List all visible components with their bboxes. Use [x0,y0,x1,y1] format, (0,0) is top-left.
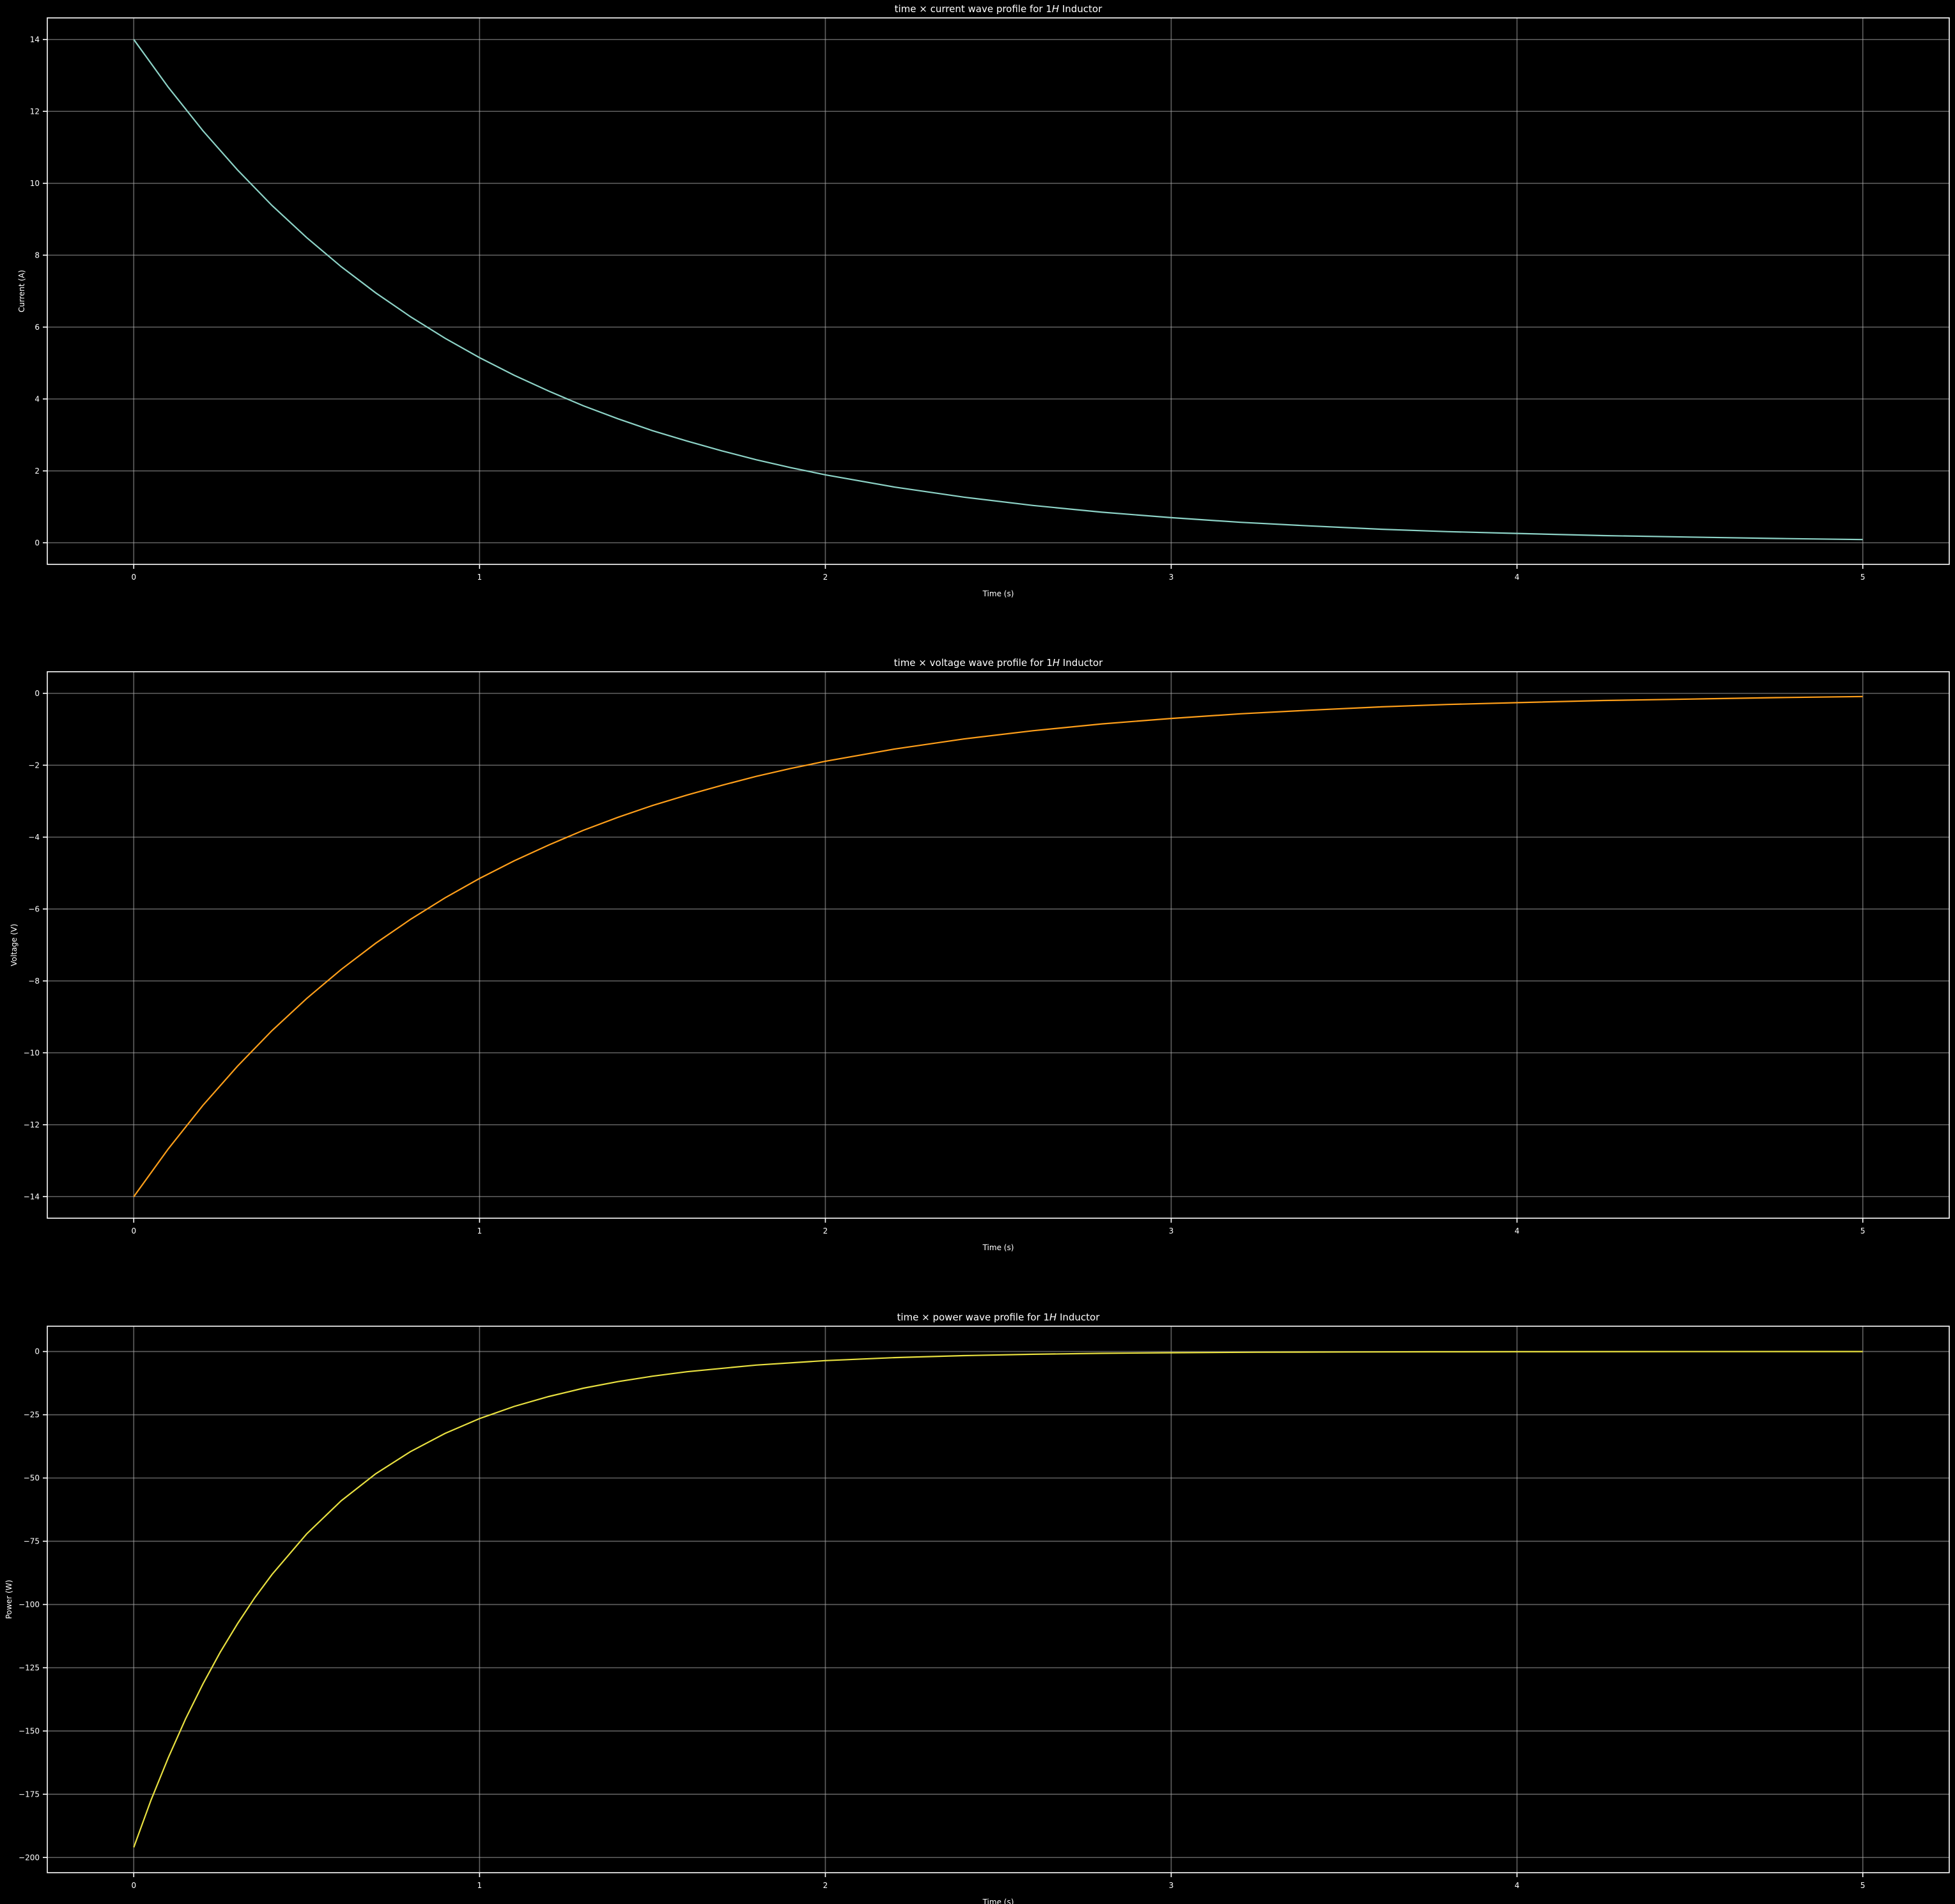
power-y-tick-label: −75 [24,1536,40,1545]
power-y-tick-label: −100 [19,1600,40,1609]
current-x-tick-label: 3 [1169,573,1174,582]
voltage-x-tick-label: 2 [823,1227,828,1235]
current-y-axis-label: Current (A) [17,270,26,312]
current-y-tick-label: 12 [30,107,40,116]
current-x-tick-label: 1 [477,573,483,582]
voltage-y-tick-label: 0 [35,689,40,698]
power-y-tick-label: −175 [19,1790,40,1799]
power-y-axis-label: Power (W) [4,1580,13,1619]
current-x-axis-label: Time (s) [982,589,1014,598]
power-y-tick-label: −25 [24,1411,40,1420]
voltage-axes-frame [47,671,1950,1219]
voltage-chart-title: time × voltage wave profile for 1H Induc… [894,657,1104,669]
current-x-tick-label: 5 [1860,573,1866,582]
voltage-y-tick-label: −12 [24,1120,40,1129]
voltage-x-tick-label: 5 [1860,1227,1866,1235]
voltage-y-tick-label: −8 [28,977,40,986]
voltage-x-tick-label: 1 [477,1227,483,1235]
power-y-tick-label: −50 [24,1474,40,1483]
power-y-tick-label: −200 [19,1853,40,1862]
current-y-tick-label: 2 [35,467,40,476]
current-y-tick-label: 14 [30,35,40,44]
voltage-y-tick-label: −2 [28,761,40,770]
voltage-x-tick-label: 4 [1515,1227,1520,1235]
power-x-axis-label: Time (s) [982,1898,1014,1904]
power-x-tick-label: 2 [823,1881,828,1890]
power-y-tick-label: 0 [35,1347,40,1356]
power-chart-title: time × power wave profile for 1H Inducto… [897,1312,1100,1323]
voltage-y-axis-label: Voltage (V) [10,924,19,966]
current-axes-frame [47,17,1950,565]
voltage-x-axis-label: Time (s) [982,1243,1014,1252]
power-y-tick-label: −125 [19,1663,40,1672]
voltage-series-line [133,695,1863,1197]
voltage-y-tick-label: −14 [24,1192,40,1201]
current-y-tick-label: 6 [35,323,40,332]
voltage-x-tick-label: 0 [131,1227,136,1235]
voltage-x-tick-label: 3 [1169,1227,1174,1235]
current-chart-title: time × current wave profile for 1H Induc… [895,3,1103,15]
voltage-chart: 0 1 2 3 4 5 0 −2 −4 −6 −8 −10 −12 −14 time × voltage w… [10,657,1950,1252]
voltage-y-tick-label: −10 [24,1048,40,1057]
current-y-tick-label: 4 [35,394,40,403]
current-y-tick-label: 0 [35,538,40,547]
voltage-y-tick-label: −4 [28,833,40,842]
voltage-y-tick-label: −6 [28,904,40,913]
power-x-tick-label: 5 [1860,1881,1866,1890]
current-x-tick-label: 0 [131,573,136,582]
current-x-tick-label: 4 [1515,573,1520,582]
current-x-tick-label: 2 [823,573,828,582]
current-y-tick-label: 10 [30,179,40,188]
power-x-tick-label: 0 [131,1881,136,1890]
power-y-tick-label: −150 [19,1726,40,1735]
power-x-tick-label: 3 [1169,1881,1174,1890]
power-x-tick-label: 1 [477,1881,483,1890]
power-x-tick-label: 4 [1515,1881,1520,1890]
power-chart: 0 1 2 3 4 5 0 −25 −50 −75 −100 −125 −150 −175 −200 time… [4,1312,1950,1904]
current-y-tick-label: 8 [35,251,40,259]
power-axes-frame [47,1326,1950,1873]
power-series-line [133,1351,1863,1848]
current-series-line [133,39,1863,541]
